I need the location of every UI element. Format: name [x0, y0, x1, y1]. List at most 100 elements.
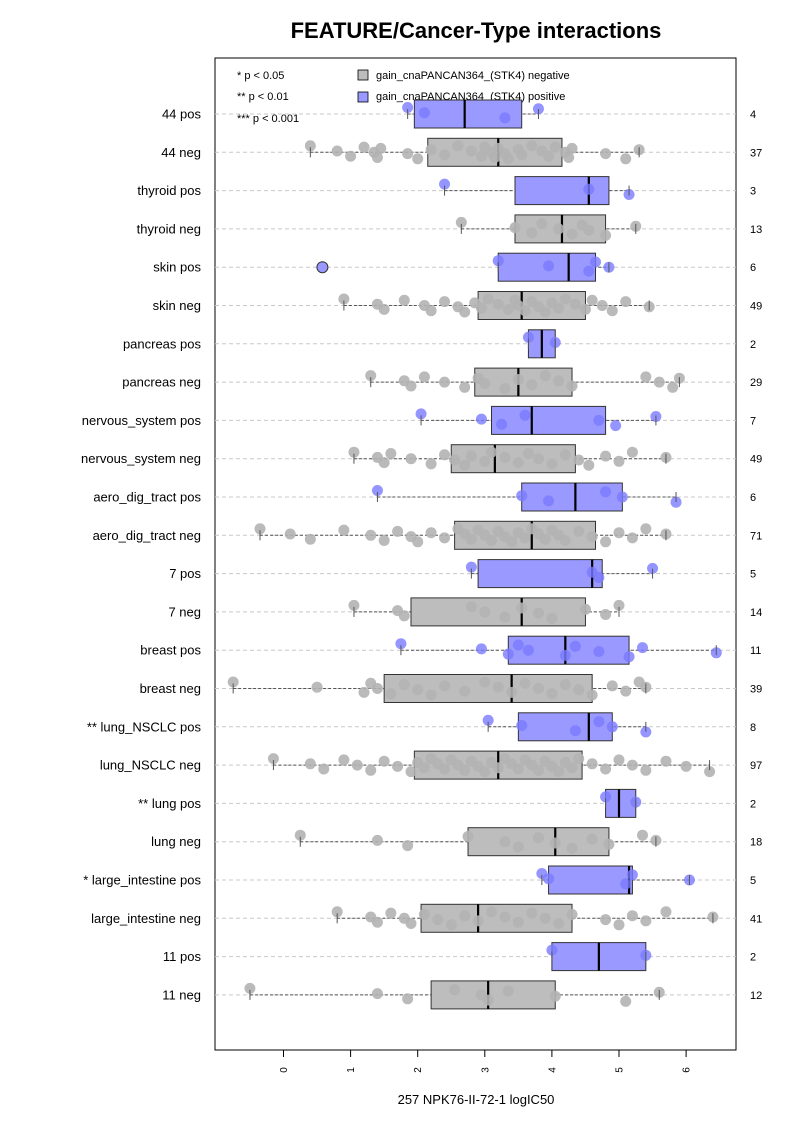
- data-point: [566, 142, 578, 154]
- row-label: breast neg: [140, 681, 201, 696]
- data-point: [573, 454, 585, 466]
- data-point: [227, 676, 239, 688]
- row-label: thyroid neg: [137, 221, 201, 236]
- data-point: [626, 910, 638, 922]
- data-point: [371, 916, 383, 928]
- data-point: [620, 153, 632, 165]
- data-point: [512, 639, 524, 651]
- box: [410, 597, 586, 627]
- data-point: [670, 496, 682, 508]
- data-point: [509, 222, 521, 234]
- data-point: [449, 454, 461, 466]
- row-label: lung_NSCLC neg: [100, 758, 201, 773]
- x-tick-label: 1: [346, 1067, 357, 1073]
- row-count: 2: [750, 339, 756, 351]
- data-point: [640, 371, 652, 383]
- data-point: [502, 153, 514, 165]
- data-point: [546, 688, 558, 700]
- data-point: [371, 152, 383, 163]
- data-point: [385, 907, 397, 919]
- data-point: [479, 766, 491, 778]
- data-point: [626, 532, 638, 544]
- row-label: 7 pos: [169, 566, 201, 581]
- data-point: [620, 296, 632, 308]
- data-point: [348, 446, 360, 458]
- data-point: [519, 532, 531, 544]
- box: [491, 405, 607, 435]
- data-point: [559, 679, 571, 691]
- data-point: [600, 791, 612, 803]
- legend-swatch-positive: [357, 91, 369, 103]
- data-point: [486, 446, 498, 458]
- data-point: [667, 381, 679, 393]
- data-point: [502, 303, 514, 315]
- row-count: 39: [750, 684, 762, 696]
- row-label: aero_dig_tract pos: [93, 490, 201, 505]
- data-point: [479, 606, 491, 618]
- data-point: [499, 451, 511, 463]
- data-point: [365, 529, 377, 541]
- data-point: [499, 383, 511, 395]
- data-point: [294, 829, 306, 841]
- data-point: [653, 376, 665, 388]
- data-point: [338, 524, 350, 536]
- data-point: [623, 651, 635, 663]
- data-point: [640, 523, 652, 535]
- data-point: [304, 140, 316, 152]
- data-point: [647, 562, 659, 574]
- data-point: [405, 918, 417, 929]
- data-point: [402, 993, 414, 1005]
- data-point: [526, 227, 538, 239]
- data-point: [499, 611, 511, 623]
- data-point: [522, 331, 534, 343]
- data-point: [304, 533, 316, 545]
- data-point: [600, 609, 612, 620]
- data-point: [492, 762, 504, 774]
- data-point: [499, 836, 511, 848]
- data-point: [566, 380, 578, 392]
- data-point: [412, 684, 424, 696]
- data-point: [573, 753, 585, 765]
- data-point: [267, 753, 279, 765]
- data-point: [532, 453, 544, 465]
- row-count: 14: [750, 607, 762, 619]
- data-point: [358, 686, 370, 698]
- data-point: [348, 599, 360, 611]
- data-point: [465, 450, 477, 462]
- row-label: 11 neg: [162, 987, 201, 1002]
- data-point: [512, 374, 524, 385]
- data-point: [405, 380, 417, 392]
- data-point: [522, 644, 534, 656]
- data-point: [254, 523, 266, 535]
- data-point: [425, 458, 437, 470]
- row-count: 4: [750, 109, 756, 121]
- data-point: [459, 764, 471, 776]
- row-count: 2: [750, 952, 756, 964]
- data-point: [532, 764, 544, 776]
- x-tick-label: 3: [480, 1067, 491, 1073]
- data-point: [549, 141, 561, 153]
- data-point: [338, 754, 350, 766]
- row-label: * large_intestine pos: [83, 873, 201, 888]
- data-point: [573, 525, 585, 537]
- data-point: [311, 681, 323, 693]
- data-point: [522, 448, 534, 459]
- data-point: [583, 265, 595, 277]
- data-point: [445, 919, 457, 931]
- row-count: 5: [750, 569, 756, 581]
- row-label: ** lung_NSCLC pos: [87, 719, 202, 734]
- data-point: [583, 183, 595, 195]
- data-point: [620, 995, 632, 1007]
- data-point: [371, 988, 383, 1000]
- box: [477, 559, 603, 589]
- data-point: [439, 763, 451, 775]
- row-label: pancreas pos: [123, 336, 202, 351]
- data-point: [563, 152, 575, 163]
- data-point: [331, 906, 343, 918]
- data-point: [402, 148, 414, 160]
- data-point: [492, 255, 504, 267]
- data-point: [593, 414, 605, 426]
- data-point: [620, 878, 632, 890]
- data-point: [532, 832, 544, 844]
- legend-sig-2: ** p < 0.01: [237, 91, 289, 103]
